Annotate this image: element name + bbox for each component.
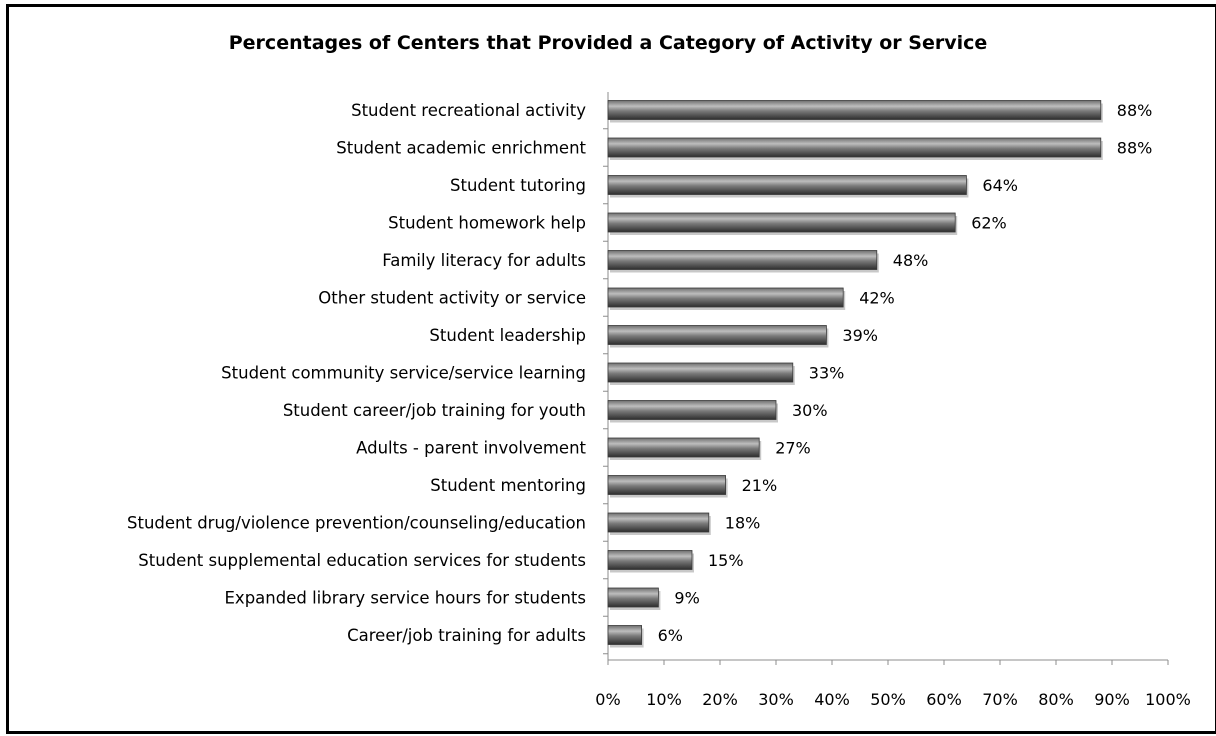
x-tick-label: 60% (926, 690, 962, 709)
category-label: Adults - parent involvement (356, 439, 586, 458)
category-label: Student community service/service learni… (221, 364, 586, 383)
data-label: 27% (775, 439, 811, 458)
x-tick-label: 20% (702, 690, 738, 709)
data-label: 33% (809, 364, 845, 383)
data-label: 62% (971, 214, 1007, 233)
category-label: Student supplemental education services … (138, 551, 586, 570)
category-label: Student career/job training for youth (283, 401, 586, 420)
data-label: 15% (708, 551, 744, 570)
x-tick-label: 70% (982, 690, 1018, 709)
data-label: 9% (674, 589, 699, 608)
x-tick-labels: 0% 10% 20% 30% 40% 50% 60% 70% 80% 90% 100% (595, 690, 1191, 709)
category-label: Student tutoring (450, 176, 586, 195)
x-tick-label: 80% (1038, 690, 1074, 709)
bar (607, 100, 1102, 120)
bar (607, 587, 659, 608)
x-tick-label: 10% (646, 690, 682, 709)
data-label: 42% (859, 289, 895, 308)
data-label: 21% (742, 476, 778, 495)
bar (607, 400, 777, 420)
x-tick-label: 0% (595, 690, 620, 709)
bar (607, 325, 827, 345)
data-label: 39% (842, 326, 878, 345)
bar (607, 475, 726, 495)
data-label: 88% (1117, 101, 1153, 120)
category-label: Student academic enrichment (336, 139, 586, 158)
category-label: Student recreational activity (351, 101, 586, 120)
data-label: 64% (982, 176, 1018, 195)
x-tick-label: 90% (1094, 690, 1130, 709)
x-tick-label: 40% (814, 690, 850, 709)
category-label: Student leadership (429, 326, 586, 345)
bar (607, 250, 878, 270)
bar (607, 287, 844, 308)
bar (607, 212, 956, 233)
data-label: 48% (893, 251, 929, 270)
bar (607, 625, 642, 645)
bar (607, 137, 1102, 158)
category-label: Student drug/violence prevention/counsel… (127, 514, 586, 533)
category-label: Student mentoring (430, 476, 586, 495)
category-label: Student homework help (388, 214, 586, 233)
data-label: 88% (1117, 139, 1153, 158)
bar (607, 175, 967, 195)
data-label: 30% (792, 401, 828, 420)
bar (607, 437, 760, 458)
x-tick-label: 100% (1145, 690, 1191, 709)
chart-title: Percentages of Centers that Provided a C… (228, 32, 988, 54)
category-label: Career/job training for adults (347, 626, 586, 645)
bar (607, 512, 710, 533)
bar (607, 362, 794, 383)
x-tick-label: 30% (758, 690, 794, 709)
value-labels: 88% 88% 64% 62% 48% 42% 39% 33% 30% 27% 21% 18% 15% 9… (658, 101, 1153, 645)
data-label: 6% (658, 626, 683, 645)
chart-bars (607, 100, 1103, 648)
data-label: 18% (725, 514, 761, 533)
bar (607, 550, 693, 570)
category-label: Other student activity or service (318, 289, 586, 308)
x-tick-label: 50% (870, 690, 906, 709)
category-labels: Student recreational activity Student aca… (127, 101, 587, 645)
category-label: Expanded library service hours for stude… (225, 589, 587, 608)
category-label: Family literacy for adults (382, 251, 586, 270)
